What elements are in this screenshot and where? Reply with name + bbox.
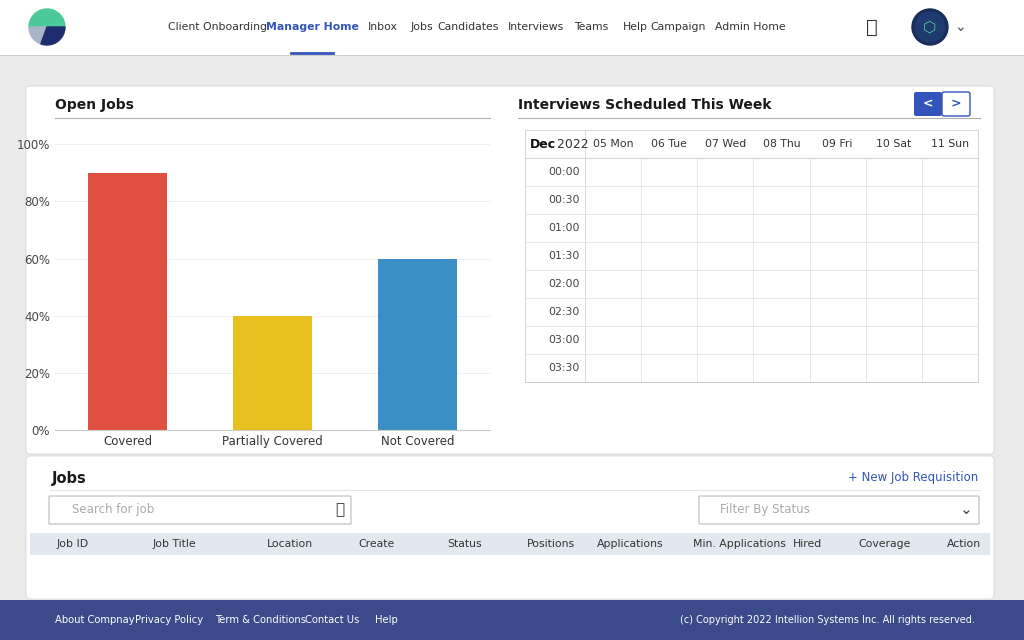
Text: 05 Mon: 05 Mon [593, 139, 633, 149]
Circle shape [912, 9, 948, 45]
Text: ⌄: ⌄ [959, 502, 973, 518]
Text: Min. Applications: Min. Applications [693, 539, 785, 549]
Text: Hired: Hired [793, 539, 822, 549]
Text: 09 Fri: 09 Fri [822, 139, 853, 149]
Wedge shape [29, 9, 65, 27]
Text: 08 Thu: 08 Thu [763, 139, 801, 149]
Wedge shape [29, 27, 47, 44]
Text: Coverage: Coverage [858, 539, 910, 549]
Text: Search for job: Search for job [72, 504, 155, 516]
Text: Contact Us: Contact Us [305, 615, 359, 625]
Text: Campaign: Campaign [650, 22, 706, 32]
Text: Filter By Status: Filter By Status [720, 504, 810, 516]
Bar [378, 259, 458, 430]
FancyBboxPatch shape [49, 496, 351, 524]
Text: 01:30: 01:30 [549, 251, 580, 261]
Text: ⌕: ⌕ [336, 502, 344, 518]
Text: Positions: Positions [527, 539, 575, 549]
Text: 10 Sat: 10 Sat [877, 139, 911, 149]
FancyBboxPatch shape [26, 456, 994, 599]
Text: Jobs: Jobs [52, 470, 87, 486]
Text: Help: Help [623, 22, 647, 32]
Text: Manager Home: Manager Home [265, 22, 358, 32]
Text: 00:30: 00:30 [549, 195, 580, 205]
Text: <: < [923, 97, 933, 111]
Text: 03:00: 03:00 [549, 335, 580, 345]
Text: (c) Copyright 2022 Intellion Systems Inc. All rights reserved.: (c) Copyright 2022 Intellion Systems Inc… [680, 615, 975, 625]
Text: Job ID: Job ID [57, 539, 89, 549]
Text: Create: Create [358, 539, 394, 549]
Text: Term & Conditions: Term & Conditions [215, 615, 306, 625]
Text: Privacy Policy: Privacy Policy [135, 615, 203, 625]
Text: 07 Wed: 07 Wed [705, 139, 745, 149]
Text: Admin Home: Admin Home [715, 22, 785, 32]
FancyBboxPatch shape [26, 86, 994, 454]
Circle shape [915, 12, 945, 42]
Text: Job Title: Job Title [152, 539, 196, 549]
Bar [232, 316, 312, 430]
Text: Inbox: Inbox [368, 22, 398, 32]
Text: + New Job Requisition: + New Job Requisition [848, 472, 978, 484]
FancyBboxPatch shape [699, 496, 979, 524]
Text: 06 Tue: 06 Tue [651, 139, 687, 149]
FancyBboxPatch shape [914, 92, 942, 116]
Text: Open Jobs: Open Jobs [55, 98, 134, 112]
Text: Client Onboarding: Client Onboarding [169, 22, 267, 32]
Text: Applications: Applications [597, 539, 664, 549]
Wedge shape [41, 27, 65, 45]
Text: 02:30: 02:30 [549, 307, 580, 317]
FancyBboxPatch shape [942, 92, 970, 116]
Text: Candidates: Candidates [437, 22, 499, 32]
Text: 01:00: 01:00 [549, 223, 580, 233]
Text: Help: Help [375, 615, 397, 625]
Bar [30, 533, 990, 555]
Text: Teams: Teams [573, 22, 608, 32]
Text: 2022: 2022 [553, 138, 589, 150]
Text: Jobs: Jobs [411, 22, 433, 32]
Text: 02:00: 02:00 [549, 279, 580, 289]
Bar [525, 130, 978, 382]
Bar [0, 600, 1024, 640]
Text: About Compnay: About Compnay [55, 615, 134, 625]
Text: 00:00: 00:00 [549, 167, 580, 177]
Bar [0, 0, 1024, 55]
Text: Interviews Scheduled This Week: Interviews Scheduled This Week [518, 98, 771, 112]
Text: Status: Status [447, 539, 481, 549]
Text: 11 Sun: 11 Sun [931, 139, 969, 149]
Bar [88, 173, 167, 430]
Text: Interviews: Interviews [508, 22, 564, 32]
Text: >: > [950, 97, 962, 111]
Text: ⌕: ⌕ [866, 17, 878, 36]
Text: Dec: Dec [530, 138, 556, 150]
Text: Location: Location [267, 539, 313, 549]
Text: ⬡: ⬡ [924, 19, 937, 35]
Text: ⌄: ⌄ [954, 20, 966, 34]
Text: Action: Action [947, 539, 981, 549]
Text: 03:30: 03:30 [549, 363, 580, 373]
